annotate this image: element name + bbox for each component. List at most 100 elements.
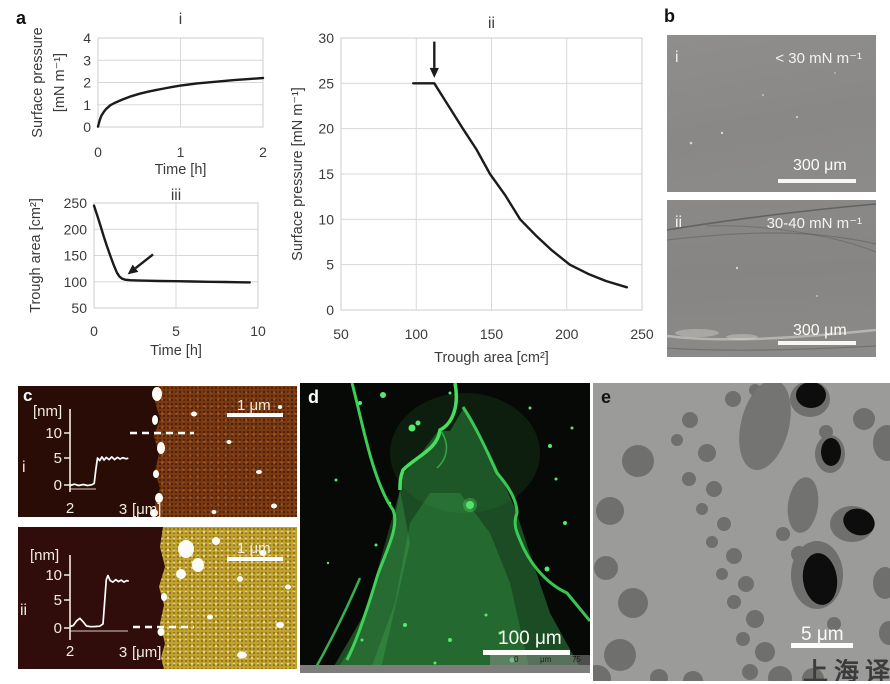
y-tick-label: 1 [83,97,91,113]
panel-e-label: e [601,387,612,407]
x-axis-label: Time [h] [150,343,202,359]
data-series-line [411,82,629,289]
afm-c-i-height-profile [69,456,129,487]
y-tick-label: 4 [83,30,91,46]
micrograph-b-i-scale-bar [778,179,856,183]
y-tick-label: 5 [326,257,334,273]
micrograph-b-i-specks [689,72,836,145]
y-tick-label: 100 [64,274,88,290]
micrograph-e: e 5 μm 上海译 [593,383,890,681]
svg-text:[μm]: [μm] [132,644,161,661]
y-tick-label: 0 [83,119,91,135]
svg-text:10: 10 [45,425,62,442]
chart-a_i-svg: 0 1 2 0 1 2 3 4 i Time [h] Surface pressure [mN m⁻¹… [30,11,267,178]
y-tick-label: 250 [64,195,88,211]
micrograph-e-scale-text: 5 μm [801,624,844,645]
y-tick-label: 0 [326,302,334,318]
svg-text:[nm]: [nm] [33,403,62,420]
afm-c-ii-index: ii [20,602,27,619]
afm-c-i: [nm] 10 5 0 i 2 3 [μm] 1 μm c [18,386,297,517]
micrograph-b-ii-streaks [667,203,876,351]
svg-text:[nm]: [nm] [30,547,59,564]
afm-c-i-index: i [22,459,26,476]
fluorescence-d-art [311,383,590,673]
fluorescence-d-scale-text: 100 μm [498,628,562,649]
panel-c-label: c [23,386,33,405]
annotation-arrow [134,253,154,270]
chart-a_ii-svg: 50 100 150 200 250 0 5 10 15 20 25 30 ii Trough area … [290,15,654,366]
fluorescence-d-scale-bar [483,650,570,655]
data-series-line [92,204,252,284]
svg-text:3: 3 [119,644,127,661]
panel-b-label: b [664,6,675,26]
svg-text:10: 10 [45,567,62,584]
svg-text:5: 5 [54,592,62,609]
y-tick-label: 2 [83,75,91,91]
micrograph-b-i: i < 30 mN m⁻¹ 300 μm [667,35,876,192]
svg-text:0: 0 [54,477,62,494]
x-tick-label: 2 [259,144,267,160]
x-tick-label: 50 [333,326,349,342]
y-tick-label: 25 [318,75,334,91]
y-tick-label: 20 [318,121,334,137]
afm-c-ii: [nm] 10 5 0 ii 2 3 [μm] 1 μm [18,527,297,669]
micrograph-b-ii-scale-bar [778,341,856,345]
data-series-line [96,76,265,128]
x-tick-label: 0 [94,144,102,160]
y-tick-label: 200 [64,221,88,237]
afm-c-i-film [154,386,297,517]
svg-text:[μm]: [μm] [132,501,161,517]
x-tick-label: 0 [90,323,98,339]
afm-c-ii-height-profile [69,574,129,628]
micrograph-b-ii-scale-text: 300 μm [793,322,847,339]
svg-text:3: 3 [119,501,127,517]
chart-title: iii [171,187,181,204]
micrograph-e-scale-bar [791,643,853,648]
afm-c-i-scale-bar [227,413,283,417]
micrograph-b-i-annotation: < 30 mN m⁻¹ [775,50,862,67]
chart-a-ii: 50 100 150 200 250 0 5 10 15 20 25 30 ii Trough area … [290,2,666,368]
y-tick-label: 30 [318,30,334,46]
y-axis-label: Surface pressure [30,27,46,137]
afm-c-ii-scale-bar [227,557,283,561]
watermark: 上海译 [803,659,890,681]
panel-a-label: a [16,8,27,28]
y-axis-label: Trough area [cm²] [28,198,44,313]
micrograph-b-ii-annotation: 30-40 mN m⁻¹ [766,215,862,232]
chart-title: i [179,11,182,28]
chart-a-iii: 0 5 10 50 100 150 200 250 iii Time [h] Trough area… [28,182,294,370]
chart-a_iii-svg: 0 5 10 50 100 150 200 250 iii Time [h] Trough area… [28,187,266,359]
svg-text:2: 2 [66,643,74,660]
y-tick-label: 50 [71,300,87,316]
chart-title: ii [488,15,495,32]
fluorescence-d-embedded-ruler: 0 μm 75 [490,655,590,665]
x-tick-label: 10 [250,323,266,339]
ruler-max: 75 [572,655,581,664]
y-tick-label: 10 [318,211,334,227]
y-axis-label: Surface pressure [mN m⁻¹] [290,87,306,261]
micrograph-b-ii-index: ii [675,214,683,231]
fluorescence-d-bottom-border [300,665,590,673]
x-tick-label: 5 [172,323,180,339]
x-tick-label: 250 [630,326,654,342]
x-tick-label: 200 [555,326,579,342]
svg-text:5: 5 [54,450,62,467]
svg-text:2: 2 [66,500,74,517]
afm-c-ii-overlay: [nm] 10 5 0 ii 2 3 [μm] 1 μm [20,537,291,661]
x-tick-label: 150 [480,326,504,342]
micrograph-b-i-scale-text: 300 μm [793,157,847,174]
x-axis-label: Time [h] [155,162,207,178]
micrograph-b-i-index: i [675,49,679,66]
y-axis-label: [mN m⁻¹] [52,53,68,112]
micrograph-e-domains [593,383,890,681]
y-tick-label: 15 [318,166,334,182]
afm-c-i-overlay: [nm] 10 5 0 i 2 3 [μm] 1 μm [22,387,283,517]
x-tick-label: 100 [405,326,429,342]
y-tick-label: 150 [64,248,88,264]
x-axis-label: Trough area [cm²] [434,350,549,366]
x-tick-label: 1 [177,144,185,160]
micrograph-b-ii: ii 30-40 mN m⁻¹ 300 μm [667,200,876,357]
y-tick-label: 3 [83,52,91,68]
panel-d-label: d [308,387,319,407]
